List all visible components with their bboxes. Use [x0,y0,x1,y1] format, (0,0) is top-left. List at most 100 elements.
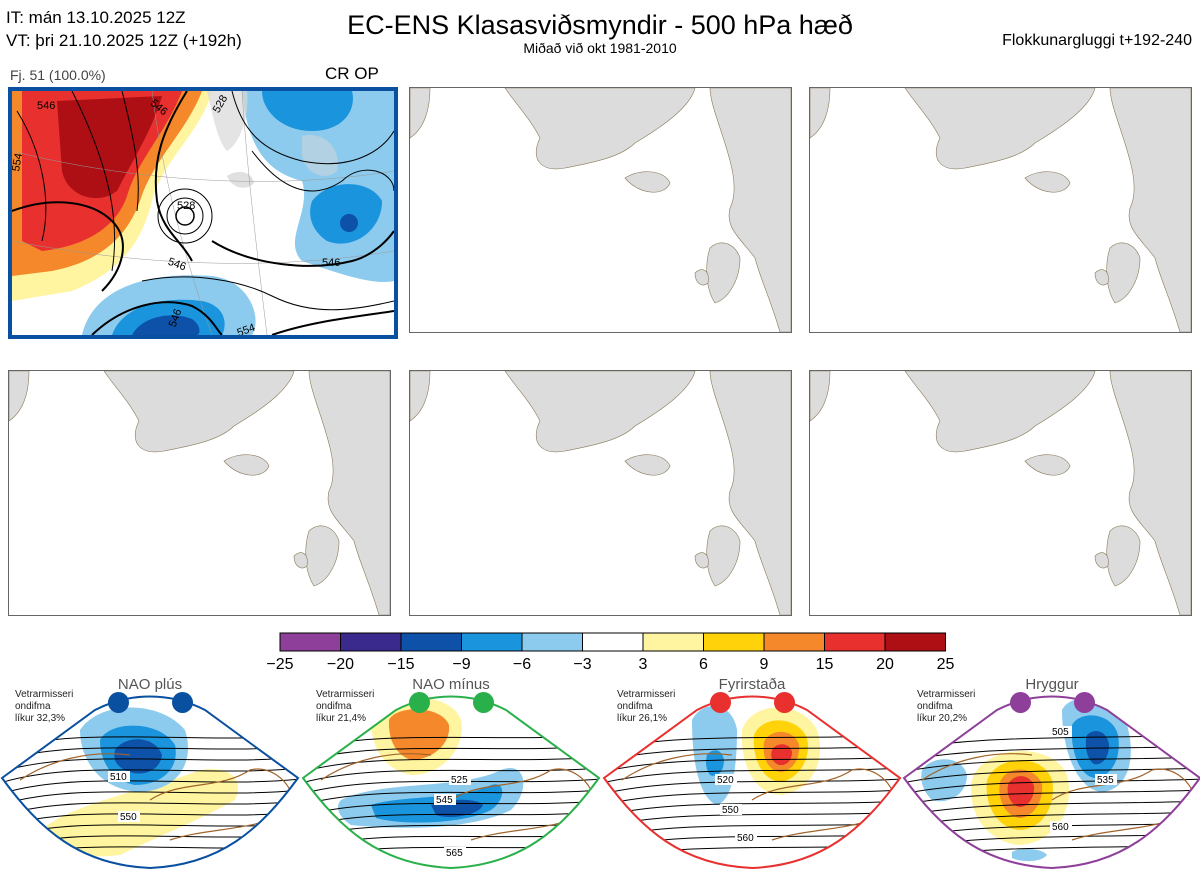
regime-info: Vetrarmisseri ondifma líkur 26,1% [617,689,675,725]
regime-info: Vetrarmisseri ondifma líkur 32,3% [15,689,73,725]
colorbar-swatch [703,632,765,652]
contour-label-bg [1050,821,1072,832]
colorbar-tick-label: −25 [266,656,294,673]
regime-marker [108,692,129,713]
regime-map: 520 550 560 [602,695,902,870]
height-contour [904,778,1200,795]
regime-info-line: Vetrarmisseri [617,689,676,700]
colorbar-swatch [763,632,825,652]
empty-map [810,371,1191,615]
colorbar [278,632,948,659]
regime-info-line: Vetrarmisseri [15,689,74,700]
height-contour [604,756,900,773]
window-label: Flokkunargluggi t+192-240 [1002,32,1192,49]
regime-title: Hryggur [1025,676,1079,693]
contour-label: 550 [722,805,739,816]
contour-label-bg [715,774,737,785]
page-title: EC-ENS Klasasviðsmyndir - 500 hPa hæð [347,10,853,40]
colorbar-swatches [279,632,946,652]
regime-info-line: líkur 21,4% [316,713,367,724]
contour-label: 565 [446,848,463,859]
height-contour [2,789,298,806]
init-time: IT: mán 13.10.2025 12Z [6,8,186,27]
height-contour [904,789,1200,806]
height-contour [303,789,599,806]
regime-marker [172,692,193,713]
regime-marker [409,692,430,713]
contour-label: 528 [177,200,195,212]
height-contour [604,800,900,817]
regime-panel[interactable]: 520 550 560 [602,680,902,871]
colorbar-swatch [340,632,402,652]
colorbar-swatch [400,632,462,652]
contour-label-bg [434,794,456,805]
header-times: IT: mán 13.10.2025 12Z VT: þri 21.10.202… [6,6,242,52]
height-contour [2,756,298,773]
colorbar-tick-label: −9 [452,656,471,673]
regime-info: Vetrarmisseri ondifma líkur 21,4% [316,689,374,725]
regime-panel[interactable]: 510 550 [0,680,300,871]
regime-marker [1074,692,1095,713]
colorbar-tick-label: −20 [326,656,355,673]
empty-map [810,88,1191,332]
height-contour [303,833,599,850]
regime-marker [1010,692,1031,713]
colorbar-tick-label: −3 [573,656,592,673]
colorbar-tick-label: 25 [936,656,955,673]
anomaly-region [388,709,450,760]
empty-map [410,88,791,332]
regime-map: 510 550 [0,695,300,870]
colorbar-tick-label: 15 [815,656,834,673]
regime-info-line: ondifma [917,701,953,712]
contour-label: 546 [322,257,340,269]
cluster-map-1[interactable]: 546 554 546 528 528 546 546 546 554 [8,87,398,339]
colorbar-swatch [642,632,704,652]
contour-label-bg [1095,774,1117,785]
contour-label: 505 [1052,727,1069,738]
colorbar-tick-label: −6 [512,656,532,673]
contour-label-bg [1050,726,1072,737]
regime-info-line: líkur 20,2% [917,713,968,724]
anomaly-region [1007,776,1035,808]
colorbar-swatch [279,632,341,652]
height-contour [904,756,1200,773]
height-contour [2,778,298,795]
regime-info-line: Vetrarmisseri [316,689,375,700]
contour-label: 545 [436,795,453,806]
contour-label: 554 [12,152,25,172]
height-contour [2,844,298,861]
cluster-map-6[interactable] [809,370,1192,616]
regime-panel[interactable]: 525 545 565 [301,680,601,871]
anomaly-region [921,759,967,802]
height-contour [904,844,1200,861]
regime-outline [301,695,601,870]
regime-panel[interactable]: 505 535 560 [902,680,1200,871]
regime-title: NAO plús [117,676,183,693]
contour-label-bg [444,847,466,858]
valid-time: VT: þri 21.10.2025 12Z (+192h) [6,31,242,50]
colorbar-swatch [582,632,644,652]
cluster-map-5[interactable] [409,370,792,616]
regime-tag: CR OP [325,64,379,83]
cluster-label: Fj. 51 (100.0%) [10,67,106,83]
regime-info-line: ondifma [316,701,352,712]
cluster-map-3[interactable] [809,87,1192,333]
cluster-map-2[interactable] [409,87,792,333]
contour-label: 560 [737,833,754,844]
colorbar-swatch [884,632,946,652]
contour-label-bg [108,771,130,782]
height-contour [303,767,599,784]
regime-info-line: ondifma [617,701,653,712]
regime-info-line: ondifma [15,701,51,712]
regime-map: 505 535 560 [902,695,1200,870]
contour-label: 535 [1097,775,1114,786]
cluster-map-4[interactable] [8,370,391,616]
regime-info: Vetrarmisseri ondifma líkur 20,2% [917,689,975,725]
contour-label: 510 [110,772,127,783]
contour-label: 554 [236,322,257,335]
regime-info-line: líkur 26,1% [617,713,668,724]
height-contour [303,822,599,839]
anomaly-region [771,744,792,766]
colorbar-swatch [521,632,583,652]
contour-label: 546 [167,307,185,328]
